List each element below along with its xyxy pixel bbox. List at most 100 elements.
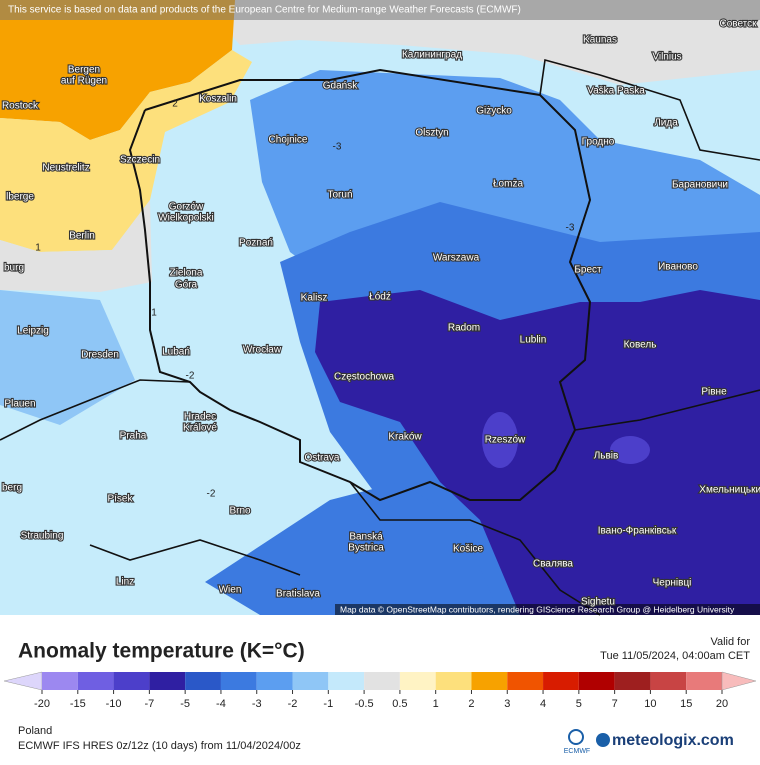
colorbar-tick-label: -1 [323,698,333,710]
colorbar-tick-label: -7 [144,698,154,710]
city-label: Berlin [69,231,95,242]
city-label: Lublin [520,335,547,346]
ecmwf-text: ECMWF [564,748,590,755]
city-label: Linz [116,577,134,588]
contour-labels: 2 -3 1 -3 1 -2 -2 [35,99,575,500]
anomaly-area [0,0,235,140]
colorbar-box [543,672,579,690]
city-label: Lubań [162,347,190,358]
city-label: Częstochowa [334,372,394,383]
colorbar-box [686,672,722,690]
colorbar-box [578,672,615,690]
colorbar-box [113,672,150,690]
city-label: Praha [120,431,147,442]
country-border [574,389,760,431]
colorbar-tick-label: 1 [433,698,439,710]
anomaly-area [200,0,760,85]
city-label: Лида [654,118,678,129]
city-label: Львів [594,451,619,462]
anomaly-area [0,290,135,425]
city-label: Chojnice [269,135,308,146]
city-label: Советск [719,19,757,30]
colorbar-low [3,671,43,691]
colorbar-high [721,671,757,691]
city-label: Rzeszów [485,435,526,446]
city-label: Neustrelitz [42,163,89,174]
colorbar-tick-label: 2 [468,698,474,710]
colorbar-box [328,672,365,690]
city-label: Ostrava [304,453,339,464]
city-label: Giżycko [476,106,512,117]
brand: meteologix.com [612,732,734,749]
city-label: Warszawa [433,253,480,264]
city-label: Wien [219,585,242,596]
colorbar-box [471,672,508,690]
notice-bar [0,0,760,20]
anomaly-area [205,482,500,615]
city-label: Szczecin [120,155,160,166]
city-label: Чернівці [653,578,692,589]
city-label: Івано-Франківськ [598,526,677,537]
city-label: Plauen [4,399,35,410]
city-label: Králové [183,423,217,434]
anomaly-area [80,400,260,560]
city-label: Olsztyn [415,128,448,139]
colorbar-tick-label: -0.5 [355,698,374,710]
anomaly-area [610,436,650,464]
city-label: Свалява [533,559,573,570]
colorbar-box [185,672,221,690]
colorbar-tick-label: -4 [216,698,226,710]
colorbar-tick-label: -2 [288,698,298,710]
colorbar-tick-label: 20 [716,698,728,710]
city-label: Toruń [327,190,352,201]
city-label: Gorzów [169,202,204,213]
city-label: Rostock [2,101,39,112]
colorbar-box [77,672,114,690]
colorbar-tick-label: 4 [540,698,546,710]
city-label: burg [4,263,24,274]
model-info: ECMWF IFS HRES 0z/12z (10 days) from 11/… [18,740,301,752]
city-label: lberge [6,192,34,203]
colorbar: -20 -15 -10 -7 -5 -4 -3 -2 -1 -0.5 0.5 1 2 3 4 5 7 10 15 20 [3,671,757,710]
colorbar-box [256,672,293,690]
city-label: Poznań [239,238,273,249]
colorbar-tick-label: -10 [106,698,122,710]
city-label: Sighetu [581,597,615,608]
country-border [0,379,191,441]
region: Poland [18,725,52,737]
city-label: berg [2,483,22,494]
colorbar-box [42,672,78,690]
attribution-bar [335,604,760,615]
city-label: Bergen [68,65,100,76]
colorbar-box [650,672,687,690]
colorbar-tick-label: -15 [70,698,86,710]
colorbar-box [435,672,472,690]
anomaly-area [315,290,760,615]
city-label: Рівне [701,387,727,398]
colorbar-tick-label: -20 [34,698,50,710]
attribution: Map data © OpenStreetMap contributors, r… [340,604,735,614]
map: This service is based on data and produc… [0,0,760,616]
contour-label: -2 [186,371,195,382]
city-label: Banská [349,532,383,543]
contour-label: 1 [151,308,157,319]
city-label: Brno [229,506,251,517]
contour-label: -3 [566,223,575,234]
anomaly-area [0,200,152,292]
country-border [128,68,592,502]
city-label: Łódź [369,292,391,303]
city-label: Dresden [81,350,119,361]
country-border [539,58,760,161]
anomaly-area [482,412,518,468]
city-label: Koszalin [199,94,237,105]
city-label: Radom [448,323,480,334]
city-label: Vilnius [652,52,681,63]
city-label: Straubing [21,531,64,542]
city-label: Bystrica [348,543,384,554]
colorbar-tick-label: -5 [180,698,190,710]
city-label: Брест [574,265,602,276]
colorbar-tick-label: 5 [576,698,582,710]
country-border [349,481,601,616]
